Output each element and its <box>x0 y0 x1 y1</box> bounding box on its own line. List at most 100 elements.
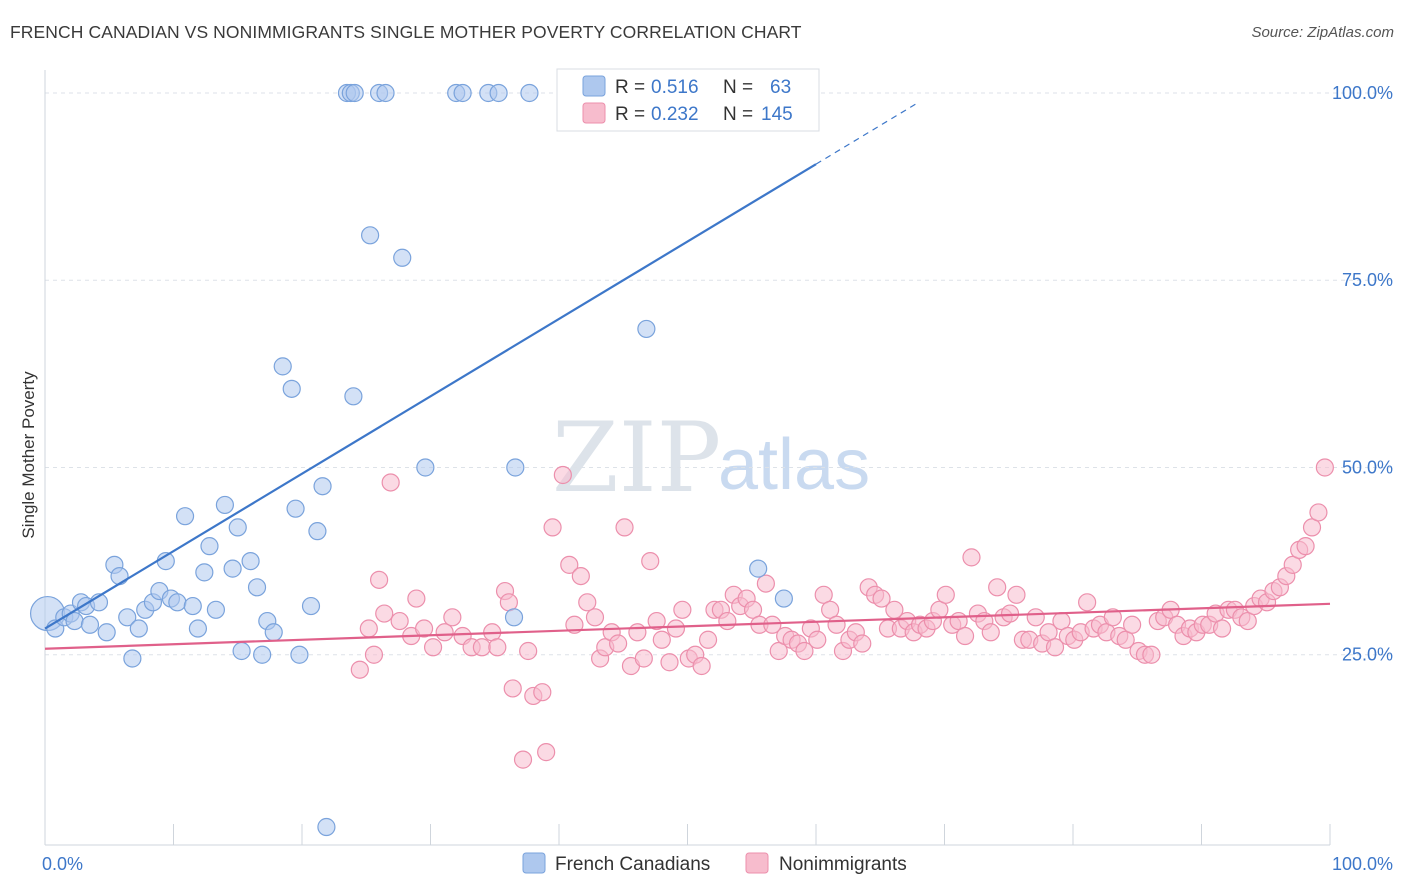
french-canadians-point <box>123 649 142 668</box>
nonimmigrants-point <box>628 623 647 642</box>
chart-title: FRENCH CANADIAN VS NONIMMIGRANTS SINGLE … <box>10 22 802 42</box>
nonimmigrants-point <box>1123 615 1142 634</box>
french-canadians-point <box>453 83 472 103</box>
nonimmigrants-point <box>756 574 775 593</box>
nonimmigrants-point <box>350 660 369 679</box>
nonimmigrants-point <box>808 630 827 649</box>
french-canadians-point <box>504 608 524 627</box>
french-canadians-point <box>506 458 525 477</box>
french-canadians-point <box>247 578 267 597</box>
legend-r-label-1: R = <box>615 77 645 98</box>
y-tick-label: 75.0% <box>1342 270 1393 290</box>
nonimmigrants-point <box>1045 638 1065 657</box>
nonimmigrants-point <box>955 626 975 646</box>
french-canadians-point <box>286 499 305 518</box>
french-canadians-point <box>118 608 137 627</box>
legend-r-value-2: 0.232 <box>651 104 699 125</box>
tick-labels: 25.0% 50.0% 75.0% 100.0% 0.0% 100.0% <box>42 83 1393 874</box>
nonimmigrants-point <box>513 750 533 769</box>
nonimmigrants-point <box>364 645 384 664</box>
nonimmigrants-point <box>872 589 891 608</box>
bottom-legend: French Canadians Nonimmigrants <box>522 852 907 875</box>
nonimmigrants-point <box>423 638 443 657</box>
nonimmigrants-point <box>988 578 1007 597</box>
nonimmigrants-point <box>503 679 522 698</box>
nonimmigrants-point <box>1296 537 1315 556</box>
nonimmigrants-point <box>381 473 400 492</box>
french-canadians-point <box>520 83 539 103</box>
nonimmigrants-point <box>1302 518 1322 537</box>
nonimmigrants-point <box>519 641 538 661</box>
nonimmigrants-point <box>641 552 660 571</box>
y-tick-label: 50.0% <box>1342 457 1393 477</box>
nonimmigrants-point <box>1309 503 1328 522</box>
french-canadians-point <box>188 619 208 638</box>
french-canadians-point <box>344 387 363 406</box>
watermark-atlas: atlas <box>718 425 870 505</box>
nonimmigrants-point <box>615 518 634 537</box>
nonimmigrants-point <box>1000 604 1020 623</box>
nonimmigrants-point <box>698 630 718 649</box>
french-canadians-point <box>264 623 283 642</box>
legend-r-value-1: 0.516 <box>651 77 699 98</box>
french-canadians-point <box>361 226 380 245</box>
nonimmigrants-point <box>1039 623 1058 642</box>
nonimmigrants-point <box>1283 555 1302 574</box>
legend-swatch-nonimmigrants <box>582 102 606 124</box>
nonimmigrants-point <box>795 641 814 661</box>
nonimmigrants-points <box>350 458 1334 769</box>
legend-n-value-1: 63 <box>770 77 791 98</box>
bottom-legend-swatch-nonimmigrants <box>745 852 769 874</box>
nonimmigrants-trend-line <box>44 602 1331 650</box>
nonimmigrants-point <box>407 589 426 608</box>
nonimmigrants-point <box>571 566 590 586</box>
french-canadians-point <box>313 477 332 496</box>
bottom-legend-swatch-french-canadians <box>522 852 546 874</box>
french-canadians-point <box>215 495 234 515</box>
nonimmigrants-point <box>1078 593 1097 612</box>
french-canadians-point <box>308 522 327 541</box>
french-canadians-point <box>183 596 202 616</box>
french-canadians-point <box>282 379 301 398</box>
nonimmigrants-point <box>743 600 763 619</box>
legend-n-label-2: N = <box>723 104 753 125</box>
nonimmigrants-point <box>673 600 692 619</box>
french-canadians-point <box>223 559 242 578</box>
nonimmigrants-point <box>634 649 653 668</box>
nonimmigrants-point <box>1026 608 1045 627</box>
french-canadians-point <box>228 518 247 537</box>
french-canadians-point <box>489 83 508 103</box>
french-canadians-points <box>29 83 793 837</box>
nonimmigrants-point <box>814 585 833 604</box>
nonimmigrants-point <box>763 615 782 634</box>
french-canadians-point <box>175 507 195 526</box>
legend-n-label-1: N = <box>723 77 753 98</box>
french-canadians-point <box>345 83 364 103</box>
nonimmigrants-point <box>1116 630 1135 649</box>
y-tick-label: 25.0% <box>1342 645 1393 665</box>
nonimmigrants-point <box>652 630 671 649</box>
y-axis-label: Single Mother Poverty <box>19 371 38 539</box>
legend-n-value-2: 145 <box>761 104 793 125</box>
nonimmigrants-point <box>666 619 686 638</box>
nonimmigrants-point <box>553 465 572 485</box>
nonimmigrants-point <box>769 641 788 661</box>
source-label: Source: ZipAtlas.com <box>1251 24 1394 41</box>
french-canadians-point <box>168 593 187 612</box>
french-canadians-point <box>232 641 251 661</box>
watermark-zip: ZIP <box>552 402 721 514</box>
y-tick-label: 100.0% <box>1332 83 1393 103</box>
french-canadians-point <box>416 458 435 477</box>
nonimmigrants-point <box>537 743 556 762</box>
legend: R = 0.516 N = 63 R = 0.232 N = 145 <box>556 68 820 132</box>
axes <box>44 70 1331 846</box>
nonimmigrants-point <box>488 638 507 657</box>
nonimmigrants-point <box>853 634 872 653</box>
french-canadians-trend-line <box>44 163 817 630</box>
nonimmigrants-point <box>647 611 666 631</box>
french-canadians-point <box>393 248 412 267</box>
x-tick-label: 100.0% <box>1332 854 1393 874</box>
trend-lines <box>44 101 1331 650</box>
nonimmigrants-point <box>375 604 394 623</box>
